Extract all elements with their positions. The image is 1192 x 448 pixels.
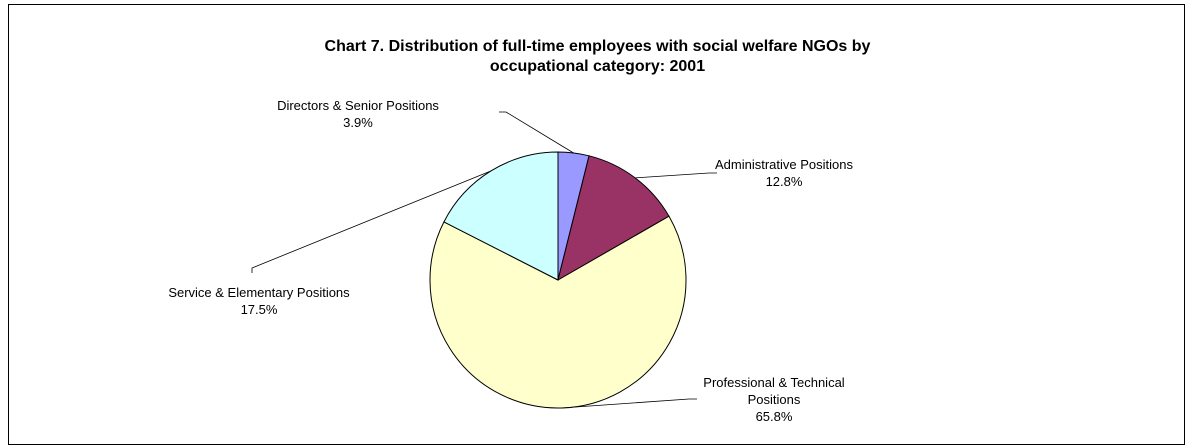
slice-label-professional: Professional & Technical Positions 65.8% — [659, 374, 889, 425]
chart-title-line-2: occupational category: 2001 — [489, 58, 706, 75]
slice-administrative — [557, 155, 670, 282]
slice-label-professional-name-2: Positions — [747, 392, 801, 407]
chart-title-line-1: Chart 7. Distribution of full-time emplo… — [324, 38, 871, 55]
slice-label-administrative-percent: 12.8% — [765, 174, 803, 189]
slice-label-service-name: Service & Elementary Positions — [168, 285, 350, 300]
slice-directors-leader-line — [499, 111, 574, 154]
slice-service-leader-line — [251, 170, 492, 273]
slice-service — [443, 151, 559, 281]
slice-label-service: Service & Elementary Positions 17.5% — [119, 284, 399, 318]
slice-label-directors: Directors & Senior Positions 3.9% — [223, 97, 493, 131]
chart-area: Chart 7. Distribution of full-time emplo… — [8, 4, 1185, 445]
slice-label-service-percent: 17.5% — [240, 302, 278, 317]
pie-chart — [251, 111, 717, 409]
slice-professional-leader-line — [561, 398, 697, 409]
slice-label-professional-percent: 65.8% — [755, 409, 793, 424]
slice-label-directors-name: Directors & Senior Positions — [277, 98, 439, 113]
slice-label-administrative-name: Administrative Positions — [715, 157, 853, 172]
slice-label-professional-name-1: Professional & Technical — [703, 375, 845, 390]
slice-label-directors-percent: 3.9% — [343, 115, 373, 130]
slice-administrative-leader-line — [635, 172, 717, 179]
slice-label-administrative: Administrative Positions 12.8% — [669, 156, 899, 190]
